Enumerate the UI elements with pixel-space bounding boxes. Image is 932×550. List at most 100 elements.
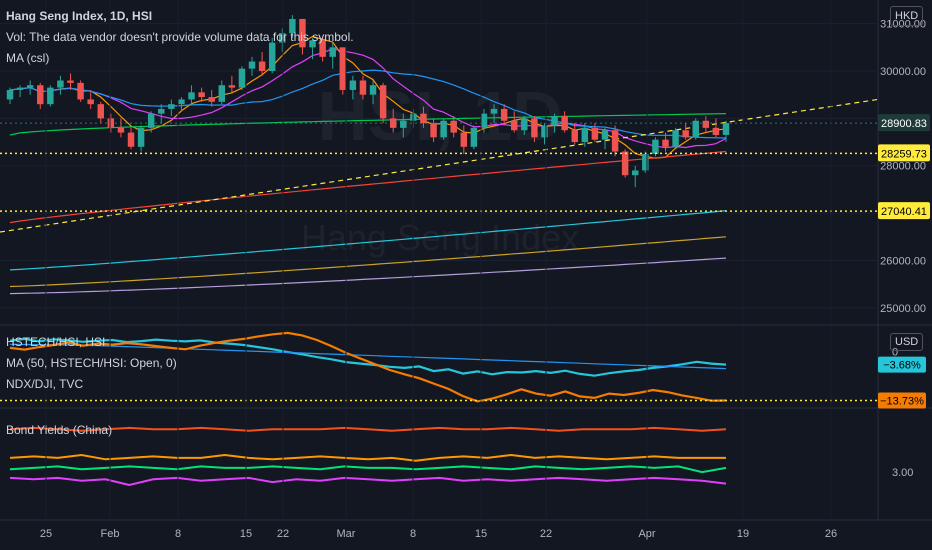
candle-body [329, 47, 336, 57]
pane2-series-line [9, 331, 727, 403]
pane2-tick-label: 0 [892, 346, 898, 358]
ma-line-200 [9, 210, 727, 271]
candle-body [722, 123, 730, 135]
candle-body [26, 85, 34, 88]
time-tick-label: 22 [277, 528, 289, 540]
bond-yield-line [9, 476, 727, 487]
candle-body [571, 130, 578, 143]
volume-legend: Vol: The data vendor doesn't provide vol… [6, 30, 354, 44]
price-tick-label: 31000.00 [880, 19, 926, 31]
candle-body [127, 132, 135, 147]
watermark-name: Hang Seng Index [301, 217, 579, 258]
price-label: 28259.73 [881, 148, 927, 160]
candle-body [16, 87, 24, 90]
ma-line-250 [9, 236, 727, 288]
candle-body [531, 118, 538, 138]
candle-body [258, 61, 266, 72]
candle-body [490, 108, 498, 114]
candle-body [440, 120, 447, 138]
candle-body [470, 127, 478, 147]
candle-body [480, 113, 488, 128]
candle-body [379, 85, 387, 119]
candle-body [198, 92, 205, 98]
price-label-box [878, 144, 930, 162]
ma-line-10 [9, 48, 727, 149]
candle-body [712, 127, 720, 135]
candle-body [420, 113, 427, 124]
price-label: 28900.83 [881, 118, 927, 130]
candle-body [339, 47, 347, 90]
ma50-legend[interactable]: MA (50, HSTECH/HSI: Open, 0) [6, 356, 177, 370]
candle-body [238, 68, 246, 88]
ma-line-20 [9, 69, 727, 139]
pane2-price-label: −13.73% [880, 395, 924, 407]
bond-yield-line [9, 465, 727, 474]
candle-body [500, 108, 508, 121]
price-label-box [878, 114, 930, 132]
time-tick-label: 15 [475, 528, 487, 540]
candle-body [218, 85, 226, 102]
time-tick-label: 8 [175, 528, 181, 540]
time-tick-label: 22 [540, 528, 552, 540]
candle-body [137, 127, 145, 147]
currency-label[interactable]: HKD [890, 6, 924, 26]
candle-body [168, 104, 175, 109]
candle-body [299, 18, 306, 48]
candle-body [621, 151, 629, 176]
candle-body [147, 113, 155, 128]
candle-body [460, 132, 468, 147]
candle-body [349, 80, 357, 90]
candle-body [208, 97, 215, 102]
currency-label-usd[interactable]: USD [890, 333, 924, 351]
ma-line-50 [9, 113, 727, 136]
candle-body [248, 61, 256, 69]
candle-body [228, 85, 236, 88]
candle-body [268, 42, 276, 72]
candle-body [279, 33, 286, 43]
candle-body [682, 130, 689, 138]
candle-body [309, 40, 316, 48]
price-tick-label: 30000.00 [880, 66, 926, 78]
candle-body [289, 18, 296, 34]
ma-legend[interactable]: MA (csl) [6, 51, 50, 65]
candle-body [57, 80, 64, 88]
candle-body [430, 123, 437, 138]
bond-yields-legend[interactable]: Bond Yields (China) [6, 423, 113, 437]
candle-body [702, 120, 710, 128]
hstech-legend[interactable]: HSTECH/HSI, HSI [6, 335, 106, 349]
candle-body [47, 87, 54, 105]
candle-body [178, 99, 185, 105]
candle-body [87, 99, 94, 105]
candle-body [551, 116, 558, 126]
time-tick-label: Mar [337, 528, 356, 540]
ndx-legend[interactable]: NDX/DJI, TVC [6, 377, 84, 391]
candle-body [37, 85, 44, 105]
candle-body [541, 125, 548, 138]
candle-body [359, 80, 367, 95]
candle-body [97, 104, 104, 119]
candle-body [561, 116, 568, 131]
candle-body [400, 120, 407, 128]
price-tick-label: 26000.00 [880, 255, 926, 267]
candle-body [632, 170, 639, 176]
pane2-price-label: −3.68% [883, 360, 921, 372]
candle-body [591, 127, 599, 140]
trend-line [0, 98, 879, 233]
time-tick-label: Apr [638, 528, 655, 540]
price-label-box [878, 202, 930, 220]
candle-body [611, 130, 619, 152]
candle-body [158, 108, 165, 114]
time-tick-label: Feb [101, 528, 120, 540]
candle-body [117, 127, 125, 133]
candle-body [450, 120, 457, 133]
candle-body [369, 85, 377, 95]
candle-body [6, 89, 14, 100]
symbol-legend[interactable]: Hang Seng Index, 1D, HSI [6, 9, 153, 23]
candle-body [692, 120, 699, 138]
ma-line-300 [9, 257, 727, 295]
candle-body [581, 127, 589, 143]
candle-body [510, 120, 518, 131]
time-tick-label: 26 [825, 528, 837, 540]
pane2-series-line [9, 337, 727, 377]
